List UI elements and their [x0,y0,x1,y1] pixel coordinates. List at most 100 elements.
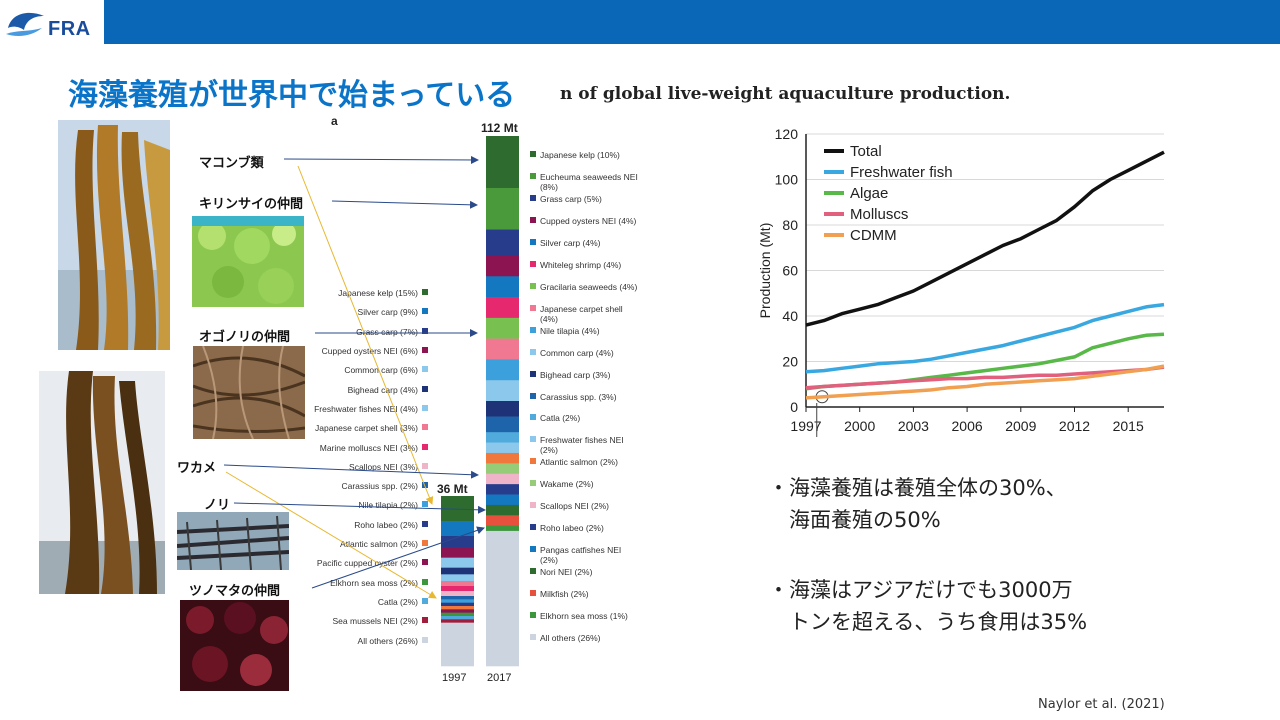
legend-1997-swatch-15 [422,578,428,585]
legend-1997-item-17: Sea mussels NEI (2%) [308,616,428,626]
x-tick-label-3: 2006 [952,418,983,434]
label-kirinsai: キリンサイの仲間 [199,197,304,212]
wakame-photo [39,371,165,594]
panel-letter: a [331,114,338,128]
legend-2017-item-21: Elkhorn sea moss (1%) [530,611,640,621]
series-line-molluscs [805,365,1165,390]
legend-1997-item-12: Roho labeo (2%) [308,520,428,530]
legend-1997-item-0: Japanese kelp (15%) [308,288,428,298]
legend-2017-swatch-16 [530,502,536,509]
legend-2017-item-4: Silver carp (4%) [530,238,640,248]
legend-2017-swatch-17 [530,524,536,531]
legend-1997-item-1: Silver carp (9%) [308,307,428,317]
legend-1997-label-14: Pacific cupped oyster (2%) [316,558,418,569]
legend-1997-label-6: Freshwater fishes NEI (4%) [314,403,418,414]
bar-2017-segment-4 [486,276,519,298]
bar-2017-segment-20 [486,515,519,526]
legend-2017-swatch-12 [530,414,536,421]
legend-1997-item-16: Catla (2%) [308,597,428,607]
legend-2017-swatch-13 [530,436,536,443]
series-line-freshwater-fish [805,302,1165,374]
legend-2017-label-11: Carassius spp. (3%) [540,391,617,402]
fish-logo-icon [6,12,44,36]
legend-1997-label-2: Grass carp (7%) [356,326,418,337]
legend-2017-label-19: Nori NEI (2%) [540,567,593,578]
legend-1997-label-16: Catla (2%) [377,597,418,608]
legend-2017-item-17: Roho labeo (2%) [530,523,640,533]
legend-1997-label-18: All others (26%) [357,635,418,646]
legend-2017-label-17: Roho labeo (2%) [540,523,604,534]
series-line-cdmm [805,364,1165,400]
legend-2017-label-20: Milkfish (2%) [540,589,589,600]
legend-1997-label-11: Nile tilapia (2%) [358,500,418,511]
legend-2017-swatch-5 [530,260,536,267]
legend-1997-swatch-10 [422,482,428,489]
bar-2017-segment-18 [486,494,519,506]
legend-2017-label-4: Silver carp (4%) [540,237,601,248]
legend-1997-label-5: Bighead carp (4%) [347,384,418,395]
legend-2017-item-5: Whiteleg shrimp (4%) [530,260,640,270]
x-tick-label-4: 2009 [1005,418,1036,434]
legend-2017-swatch-7 [530,304,536,311]
legend-1997-label-17: Sea mussels NEI (2%) [332,616,419,627]
legend-2017-item-18: Pangas catfishes NEI (2%) [530,545,640,565]
bar-1997-segment-1 [441,521,474,537]
legend-2017-item-16: Scallops NEI (2%) [530,501,640,511]
bar-1997-segment-12 [441,602,474,607]
bar-2017-segment-3 [486,255,519,277]
legend-label-0: Total [850,143,882,160]
bullet-asia-volume: ・海藻はアジアだけでも3000万 トンを超える、うち食用は35% [768,574,1087,638]
bar-2017-segment-15 [486,463,519,475]
tsunomata-photo [180,600,289,691]
legend-2017-item-20: Milkfish (2%) [530,589,640,599]
legend-label-2: Algae [850,185,888,202]
bar-1997-segment-13 [441,606,474,610]
legend-2017-swatch-3 [530,216,536,223]
legend-1997-item-3: Cupped oysters NEI (6%) [308,346,428,356]
x-tick-label-1: 2000 [844,418,875,434]
legend-2017-label-18: Pangas catfishes NEI (2%) [540,545,622,566]
legend-1997-label-12: Roho labeo (2%) [354,519,418,530]
year-label-2017: 2017 [487,672,512,684]
bar-1997-segment-16 [441,616,474,620]
legend-1997-swatch-2 [422,327,428,334]
legend-2017-label-16: Scallops NEI (2%) [540,501,609,512]
legend-2017-label-8: Nile tilapia (4%) [540,325,600,336]
label-wakame: ワカメ [177,461,217,476]
production-line-chart: 0 20 40 60 80 100 120 1997 2000 2003 2006 2009 2012 2… [757,126,1165,437]
legend-label-3: Molluscs [850,206,908,223]
bar-1997-segment-3 [441,547,474,558]
bar-1997-segment-11 [441,599,474,603]
legend-1997-label-13: Atlantic salmon (2%) [340,539,418,550]
legend-1997-swatch-7 [422,424,428,431]
legend-2017-item-0: Japanese kelp (10%) [530,150,640,160]
legend-2017-item-12: Catla (2%) [530,413,640,423]
logo-text: FRA [48,18,91,40]
legend-1997-item-8: Marine molluscs NEI (3%) [308,443,428,453]
legend-1997-swatch-17 [422,617,428,624]
legend-1997-swatch-14 [422,559,428,566]
kelp-photo [58,120,170,350]
legend-2017-label-10: Bighead carp (3%) [540,369,611,380]
header: FRA [0,0,1280,44]
bullet-1-line-1: ・海藻養殖は養殖全体の30%、 [768,476,1067,500]
legend-1997-label-0: Japanese kelp (15%) [338,288,418,298]
legend-1997-item-15: Elkhorn sea moss (2%) [308,578,428,588]
legend-label-4: CDMM [850,227,897,244]
legend-1997-item-9: Scallops NEI (3%) [308,462,428,472]
legend-1997-item-2: Grass carp (7%) [308,327,428,337]
legend-1997-item-4: Common carp (6%) [308,365,428,375]
legend-2017-item-6: Gracilaria seaweeds (4%) [530,282,640,292]
legend-1997-item-5: Bighead carp (4%) [308,385,428,395]
legend-2017-label-7: Japanese carpet shell (4%) [540,303,623,324]
legend-2017-item-10: Bighead carp (3%) [530,370,640,380]
total-1997-label: 36 Mt [437,482,468,496]
legend-2017-swatch-11 [530,392,536,399]
legend-2017-swatch-9 [530,348,536,355]
bullet-2-line-2: トンを超える、うち食用は35% [768,610,1088,634]
legend-1997-swatch-1 [422,308,428,315]
bar-2017-segment-19 [486,504,519,516]
legend-1997-item-7: Japanese carpet shell (3%) [308,423,428,433]
legend-2017-item-13: Freshwater fishes NEI (2%) [530,435,640,455]
legend-2017-label-2: Grass carp (5%) [540,193,602,204]
